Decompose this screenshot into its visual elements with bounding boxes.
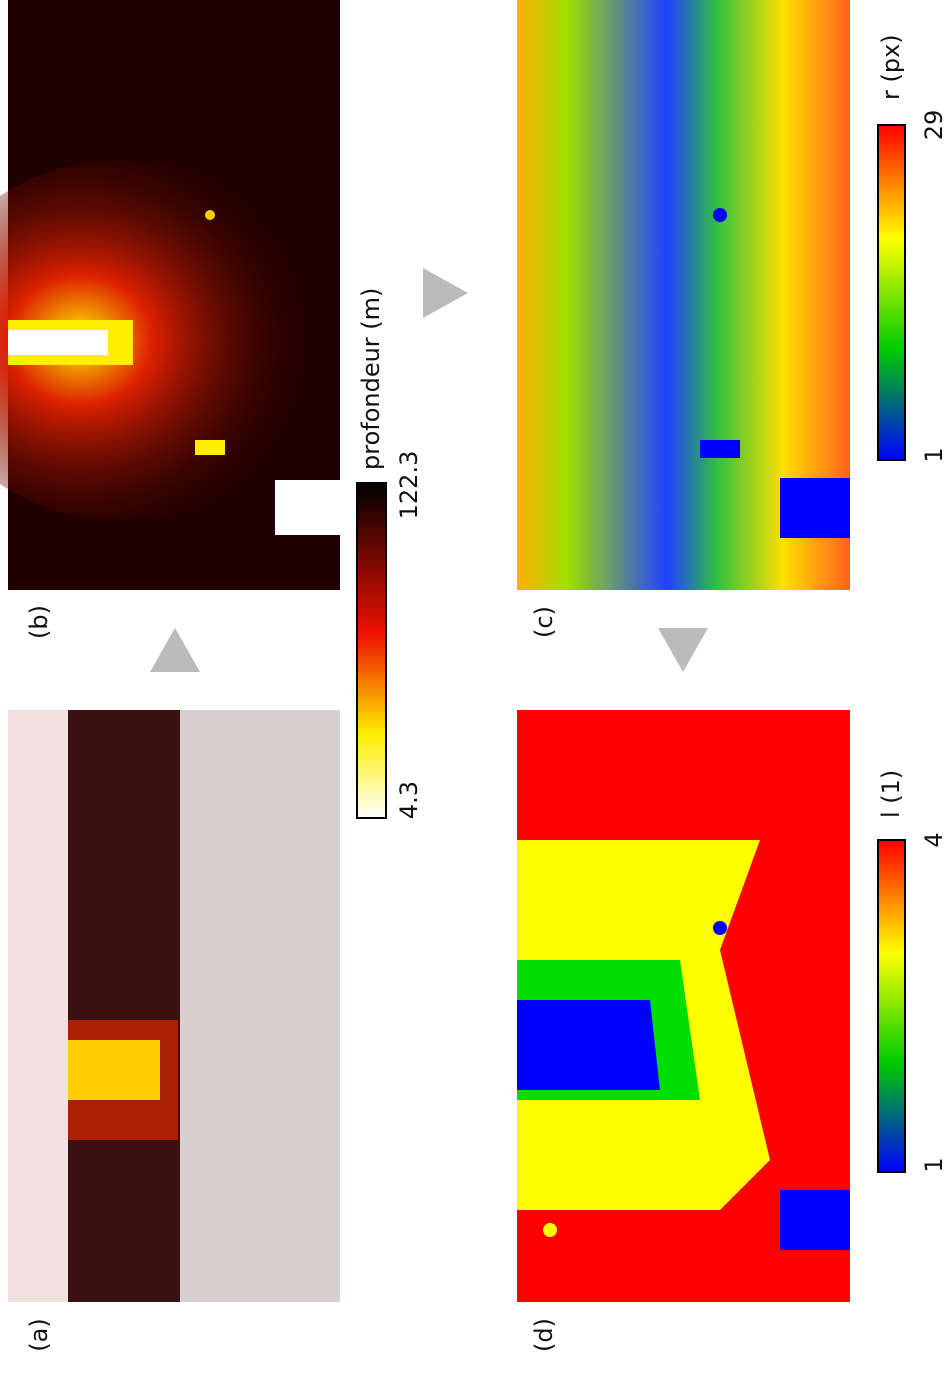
colorbar-title: r (px) [877,34,905,100]
colorbar-title: profondeur (m) [357,288,385,470]
colorbar-min: 1 [920,1157,948,1172]
colorbar [356,482,387,819]
panel-d [517,710,850,1302]
arrow [150,628,200,672]
colorbar-min: 1 [920,447,948,462]
arrow [423,268,468,318]
arrow [658,628,708,672]
panel-label: (d) [530,1318,558,1352]
panel-label: (c) [530,606,558,638]
colorbar-title: l (1) [877,770,905,818]
colorbar-max: 29 [920,110,948,141]
panel-label: (a) [25,1318,53,1351]
colorbar [877,124,906,461]
panel-c [517,0,850,590]
panel-b [0,0,340,590]
colorbar-max: 4 [920,832,948,847]
colorbar [877,839,906,1173]
panel-a [8,710,340,1302]
colorbar-min: 4.3 [395,781,423,819]
panel-label: (b) [25,605,53,639]
colorbar-max: 122.3 [395,451,423,520]
